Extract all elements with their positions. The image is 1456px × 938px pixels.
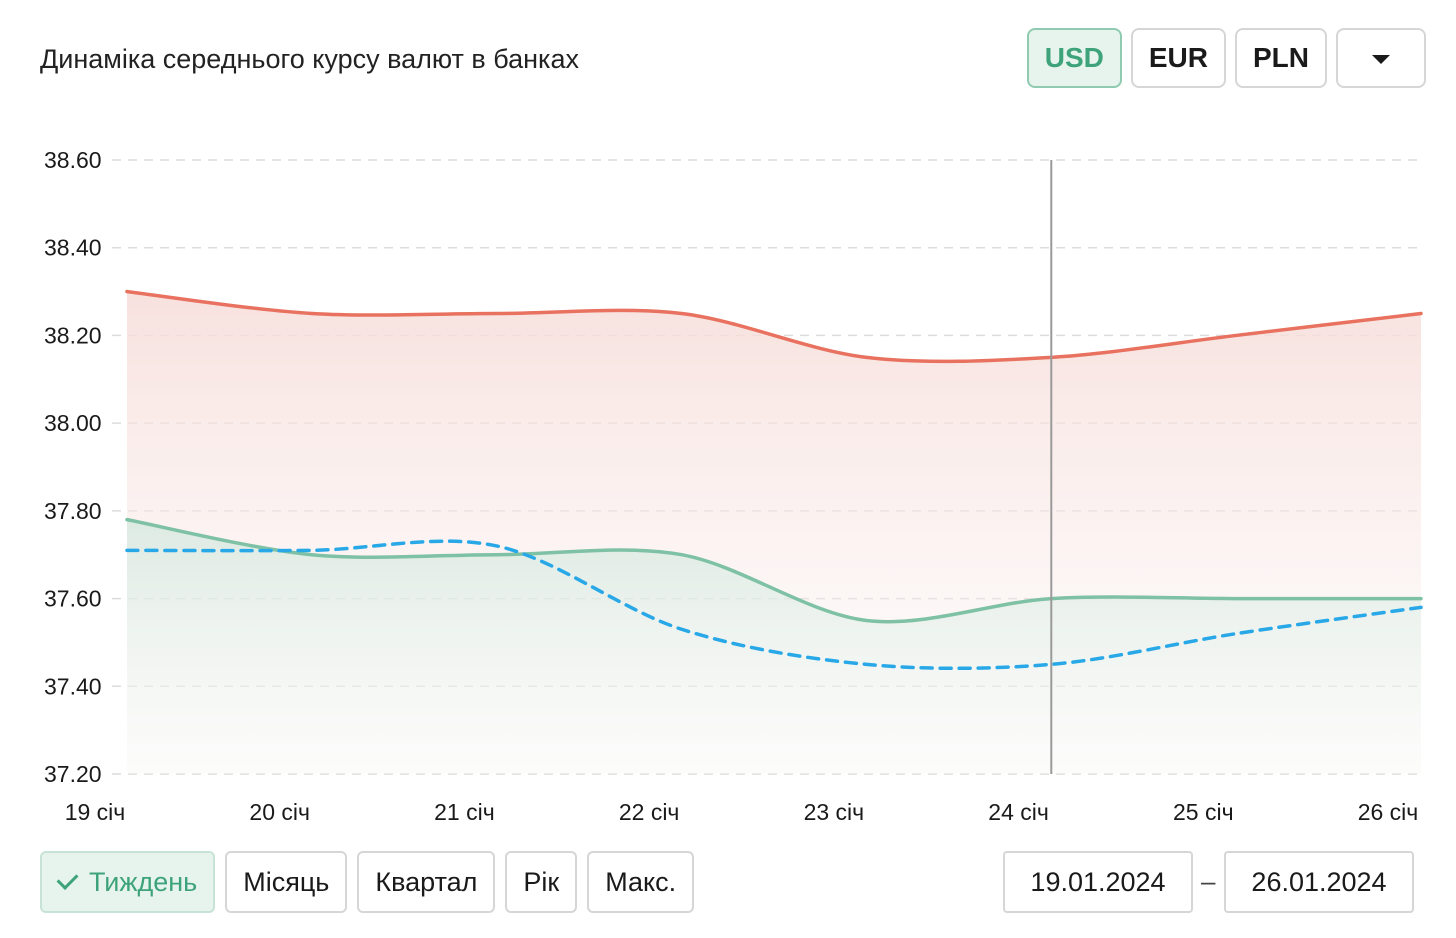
period-month-button[interactable]: Місяць: [225, 851, 348, 913]
x-tick-label: 22 січ: [619, 799, 680, 825]
chart-title: Динаміка середнього курсу валют в банках: [40, 44, 579, 74]
date-from-input[interactable]: 19.01.2024: [1003, 851, 1193, 913]
currency-dropdown-button[interactable]: [1336, 28, 1426, 88]
period-year-button[interactable]: Рік: [505, 851, 578, 913]
period-week-label: Тиждень: [89, 866, 198, 897]
y-tick-label: 37.80: [44, 498, 102, 524]
sell-rate-line: [125, 289, 1423, 364]
x-tick-label: 20 січ: [249, 799, 310, 825]
rate-chart[interactable]: 38.60 38.40 38.20 38.00 37.80 37.60 37.40 37.20…: [0, 130, 1456, 840]
buy-rate-area: [127, 519, 1421, 774]
y-tick-label: 38.40: [44, 235, 102, 261]
date-range-separator: –: [1201, 866, 1216, 896]
currency-usd-button[interactable]: USD: [1026, 28, 1122, 88]
x-tick-label: 26 січ: [1358, 799, 1419, 825]
y-tick-label: 37.20: [44, 761, 102, 787]
x-tick-label: 19 січ: [65, 799, 126, 825]
x-tick-label: 21 січ: [434, 799, 495, 825]
checkmark-icon: [56, 868, 79, 890]
nbu-rate-line: [125, 539, 1423, 671]
period-week-button[interactable]: Тиждень: [40, 851, 216, 913]
date-to-input[interactable]: 26.01.2024: [1224, 851, 1414, 913]
y-tick-label: 38.60: [44, 147, 102, 173]
x-tick-label: 24 січ: [988, 799, 1049, 825]
period-max-button[interactable]: Макс.: [587, 851, 695, 913]
buy-rate-line: [125, 517, 1423, 624]
period-quarter-button[interactable]: Квартал: [357, 851, 496, 913]
currency-selector: USD EUR PLN: [1026, 28, 1426, 88]
x-tick-label: 25 січ: [1173, 799, 1234, 825]
y-tick-label: 37.60: [44, 586, 102, 612]
y-tick-label: 38.00: [44, 410, 102, 436]
y-tick-label: 37.40: [44, 673, 102, 699]
chevron-down-icon: [1372, 55, 1390, 64]
currency-eur-button[interactable]: EUR: [1130, 28, 1226, 88]
currency-pln-button[interactable]: PLN: [1235, 28, 1327, 88]
period-selector: Тиждень Місяць Квартал Рік Макс.: [40, 851, 695, 913]
y-tick-label: 38.20: [44, 322, 102, 348]
x-tick-label: 23 січ: [804, 799, 865, 825]
